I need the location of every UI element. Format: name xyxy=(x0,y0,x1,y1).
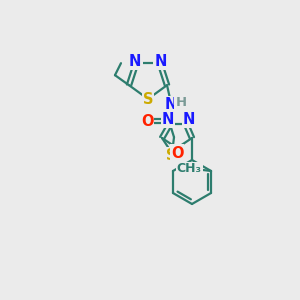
Text: O: O xyxy=(171,146,183,160)
Text: N: N xyxy=(165,97,177,112)
Text: N: N xyxy=(162,112,174,127)
Text: CH₃: CH₃ xyxy=(177,163,202,176)
Text: S: S xyxy=(143,92,153,107)
Text: O: O xyxy=(141,114,153,129)
Text: N: N xyxy=(129,54,141,69)
Text: N: N xyxy=(154,54,167,69)
Text: N: N xyxy=(183,112,195,127)
Text: H: H xyxy=(176,96,187,109)
Text: S: S xyxy=(166,148,176,163)
